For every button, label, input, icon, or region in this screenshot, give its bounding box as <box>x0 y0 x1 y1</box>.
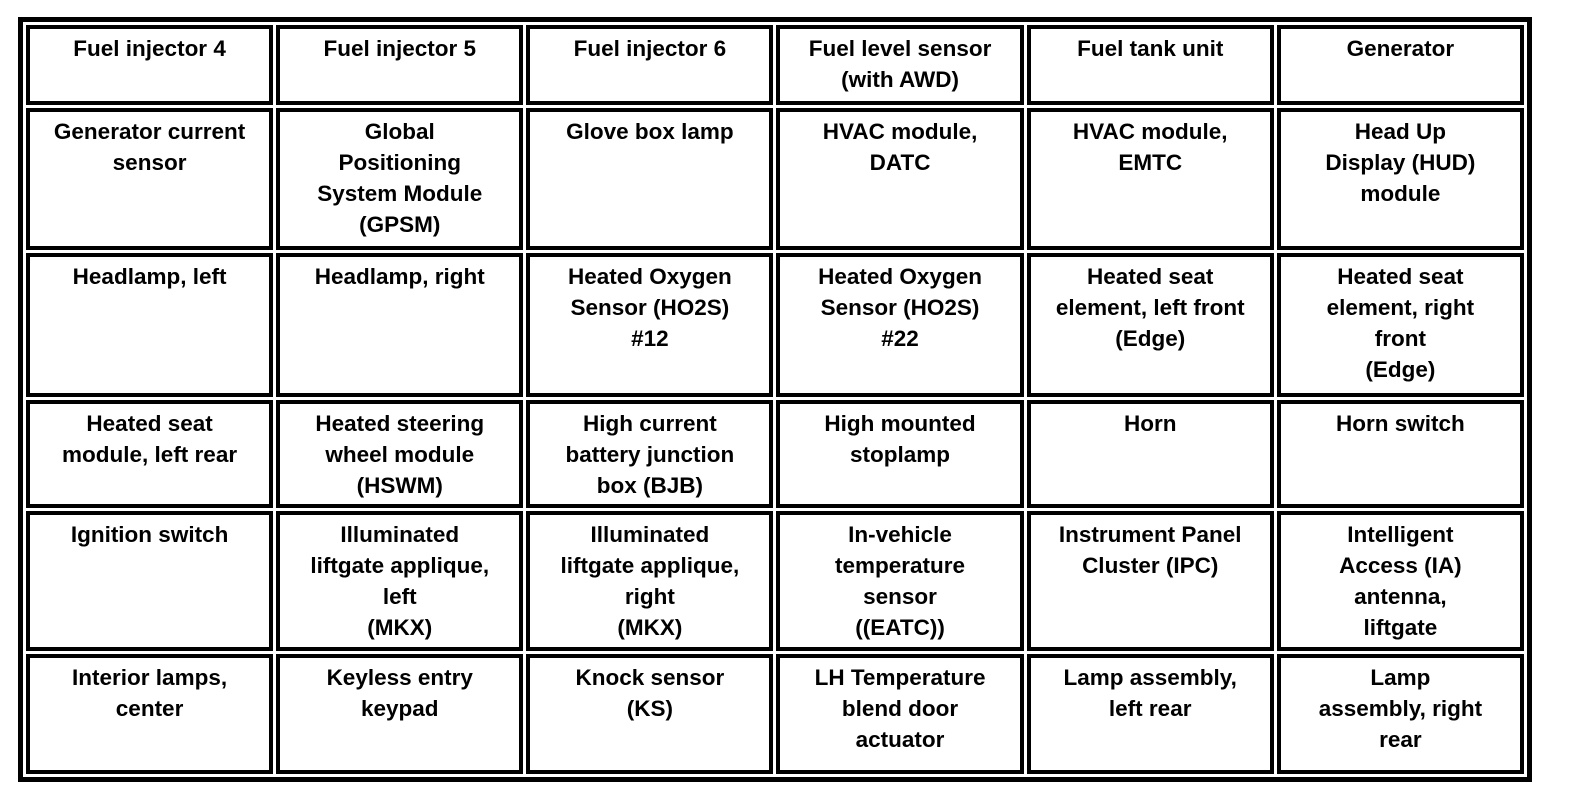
table-cell: Headlamp, left <box>26 253 274 397</box>
table-cell: Fuel level sensor (with AWD) <box>776 25 1024 105</box>
table-cell: Generator current sensor <box>26 108 274 250</box>
table-row: Interior lamps, center Keyless entry keyp… <box>26 654 1524 774</box>
table-row: Headlamp, left Headlamp, right Heated Oxyg… <box>26 253 1524 397</box>
table-cell: HVAC module, EMTC <box>1026 108 1274 250</box>
table-cell: Knock sensor (KS) <box>526 654 774 774</box>
table-cell: Heated seat module, left rear <box>26 400 274 508</box>
table-row: Fuel injector 4 Fuel injector 5 Fuel injec… <box>26 25 1524 105</box>
table-cell: In-vehicle temperature sensor ((EATC)) <box>776 511 1024 651</box>
table-cell: Keyless entry keypad <box>276 654 524 774</box>
table-cell: HVAC module, DATC <box>776 108 1024 250</box>
table-cell: Generator <box>1276 25 1524 105</box>
table-cell: Horn <box>1026 400 1274 508</box>
table-row: Heated seat module, left rear Heated stee… <box>26 400 1524 508</box>
table-cell: LH Temperature blend door actuator <box>776 654 1024 774</box>
table-cell: Illuminated liftgate applique, left (MKX… <box>276 511 524 651</box>
table-cell: Illuminated liftgate applique, right (MK… <box>526 511 774 651</box>
table-cell: Fuel tank unit <box>1026 25 1274 105</box>
table-cell: Fuel injector 6 <box>526 25 774 105</box>
table-cell: Interior lamps, center <box>26 654 274 774</box>
table-cell: Heated Oxygen Sensor (HO2S) #22 <box>776 253 1024 397</box>
component-table: Fuel injector 4 Fuel injector 5 Fuel injec… <box>18 17 1532 782</box>
table-cell: Heated Oxygen Sensor (HO2S) #12 <box>526 253 774 397</box>
table-cell: Global Positioning System Module (GPSM) <box>276 108 524 250</box>
table-cell: Heated steering wheel module (HSWM) <box>276 400 524 508</box>
table-cell: Fuel injector 4 <box>26 25 274 105</box>
table-cell: Fuel injector 5 <box>276 25 524 105</box>
table-cell: Lamp assembly, right rear <box>1276 654 1524 774</box>
table-cell: Ignition switch <box>26 511 274 651</box>
table-cell: Heated seat element, left front (Edge) <box>1026 253 1274 397</box>
table-cell: Intelligent Access (IA) antenna, liftgat… <box>1276 511 1524 651</box>
table-cell: Headlamp, right <box>276 253 524 397</box>
table-row: Ignition switch Illuminated liftgate appl… <box>26 511 1524 651</box>
table-cell: High mounted stoplamp <box>776 400 1024 508</box>
table-row: Generator current sensor Global Positioni… <box>26 108 1524 250</box>
table-cell: Heated seat element, right front (Edge) <box>1276 253 1524 397</box>
table-cell: Horn switch <box>1276 400 1524 508</box>
table-cell: High current battery junction box (BJB) <box>526 400 774 508</box>
table-cell: Instrument Panel Cluster (IPC) <box>1026 511 1274 651</box>
table-cell: Glove box lamp <box>526 108 774 250</box>
table-cell: Head Up Display (HUD) module <box>1276 108 1524 250</box>
table-cell: Lamp assembly, left rear <box>1026 654 1274 774</box>
